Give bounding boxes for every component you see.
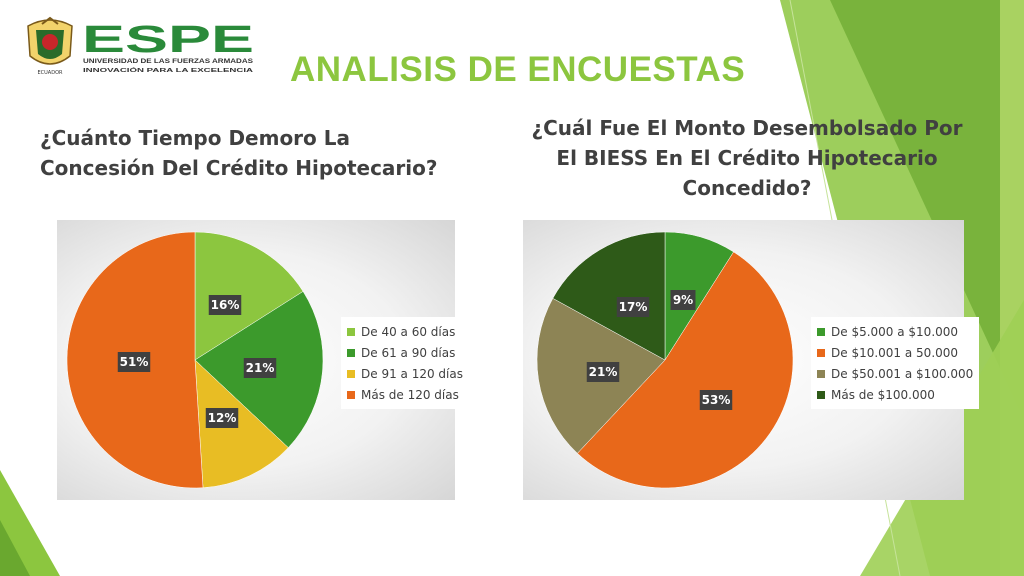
svg-text:9%: 9% xyxy=(673,293,693,307)
data-label-amount-1: 9% xyxy=(670,290,696,310)
logo-wordmark: ESPE xyxy=(82,19,254,61)
svg-text:16%: 16% xyxy=(211,298,240,312)
pie-slice-amount-4 xyxy=(552,231,666,361)
chart-legend-duration: De 40 a 60 días De 61 a 90 días De 91 a 12… xyxy=(341,317,469,409)
data-label-amount-3: 21% xyxy=(586,362,620,382)
logo-subtitle: UNIVERSIDAD DE LAS FUERZAS ARMADAS xyxy=(83,58,254,65)
svg-text:21%: 21% xyxy=(246,361,275,375)
pie-chart-duration-svg: 16% 21% 12% 51% xyxy=(66,231,324,489)
legend-label: Más de 120 días xyxy=(361,387,459,402)
legend-label: De 40 a 60 días xyxy=(361,324,456,339)
university-seal-icon: ECUADOR xyxy=(27,16,73,76)
data-label-duration-3: 12% xyxy=(205,408,239,428)
data-label-duration-4: 51% xyxy=(117,352,151,372)
data-label-amount-2: 53% xyxy=(699,390,733,410)
legend-label: De $10.001 a 50.000 xyxy=(831,345,959,360)
legend-swatch xyxy=(347,348,355,357)
question-left-line-1: ¿Cuánto Tiempo Demoro La xyxy=(40,126,350,150)
question-right: ¿Cuál Fue El Monto Desembolsado Por El B… xyxy=(512,113,982,203)
pie-slice-amount-2 xyxy=(577,251,794,489)
svg-text:ECUADOR: ECUADOR xyxy=(38,70,64,76)
legend-swatch xyxy=(817,369,825,378)
legend-label: De $5.000 a $10.000 xyxy=(831,324,959,339)
legend-item-amount-4: Más de $100.000 xyxy=(817,384,973,405)
legend-swatch xyxy=(817,390,825,399)
question-right-line-3: Concedido? xyxy=(682,176,812,200)
svg-text:51%: 51% xyxy=(120,355,149,369)
legend-item-duration-4: Más de 120 días xyxy=(347,384,463,405)
legend-swatch xyxy=(347,390,355,399)
svg-text:17%: 17% xyxy=(619,300,648,314)
legend-swatch xyxy=(347,327,355,336)
legend-label: Más de $100.000 xyxy=(831,387,935,402)
pie-chart-amount: 9% 53% 21% 17% De $5.000 a $10.000 De $10.00… xyxy=(523,220,980,500)
legend-item-duration-2: De 61 a 90 días xyxy=(347,342,463,363)
data-label-amount-4: 17% xyxy=(616,297,650,317)
logo-tagline: INNOVACIÓN PARA LA EXCELENCIA xyxy=(83,66,253,74)
data-label-duration-1: 16% xyxy=(208,295,242,315)
question-left: ¿Cuánto Tiempo Demoro La Concesión Del C… xyxy=(40,123,490,183)
question-right-line-2: El BIESS En El Crédito Hipotecario xyxy=(556,146,938,170)
svg-text:12%: 12% xyxy=(208,411,237,425)
pie-chart-amount-svg: 9% 53% 21% 17% xyxy=(536,231,794,489)
pie-slice-duration-1 xyxy=(194,231,304,361)
question-right-line-1: ¿Cuál Fue El Monto Desembolsado Por xyxy=(531,116,963,140)
pie-chart-duration: 16% 21% 12% 51% De 40 a 60 días De 61 a 90 d… xyxy=(57,220,469,500)
svg-text:21%: 21% xyxy=(589,365,618,379)
legend-swatch xyxy=(817,327,825,336)
pie-slice-duration-3 xyxy=(194,359,289,489)
legend-item-duration-3: De 91 a 120 días xyxy=(347,363,463,384)
legend-item-amount-1: De $5.000 a $10.000 xyxy=(817,321,973,342)
legend-label: De $50.001 a $100.000 xyxy=(831,366,974,381)
legend-item-duration-1: De 40 a 60 días xyxy=(347,321,463,342)
chart-legend-amount: De $5.000 a $10.000 De $10.001 a 50.000 De… xyxy=(811,317,980,409)
legend-label: De 61 a 90 días xyxy=(361,345,456,360)
legend-item-amount-2: De $10.001 a 50.000 xyxy=(817,342,973,363)
legend-swatch xyxy=(817,348,825,357)
slide-title: ANALISIS DE ENCUESTAS xyxy=(290,50,746,89)
legend-label: De 91 a 120 días xyxy=(361,366,463,381)
svg-text:53%: 53% xyxy=(702,393,731,407)
legend-item-amount-3: De $50.001 a $100.000 xyxy=(817,363,973,384)
data-label-duration-2: 21% xyxy=(243,358,277,378)
legend-swatch xyxy=(347,369,355,378)
espe-logo: ECUADOR ESPE UNIVERSIDAD DE LAS FUERZAS … xyxy=(27,16,254,76)
question-left-line-2: Concesión Del Crédito Hipotecario? xyxy=(40,156,438,180)
